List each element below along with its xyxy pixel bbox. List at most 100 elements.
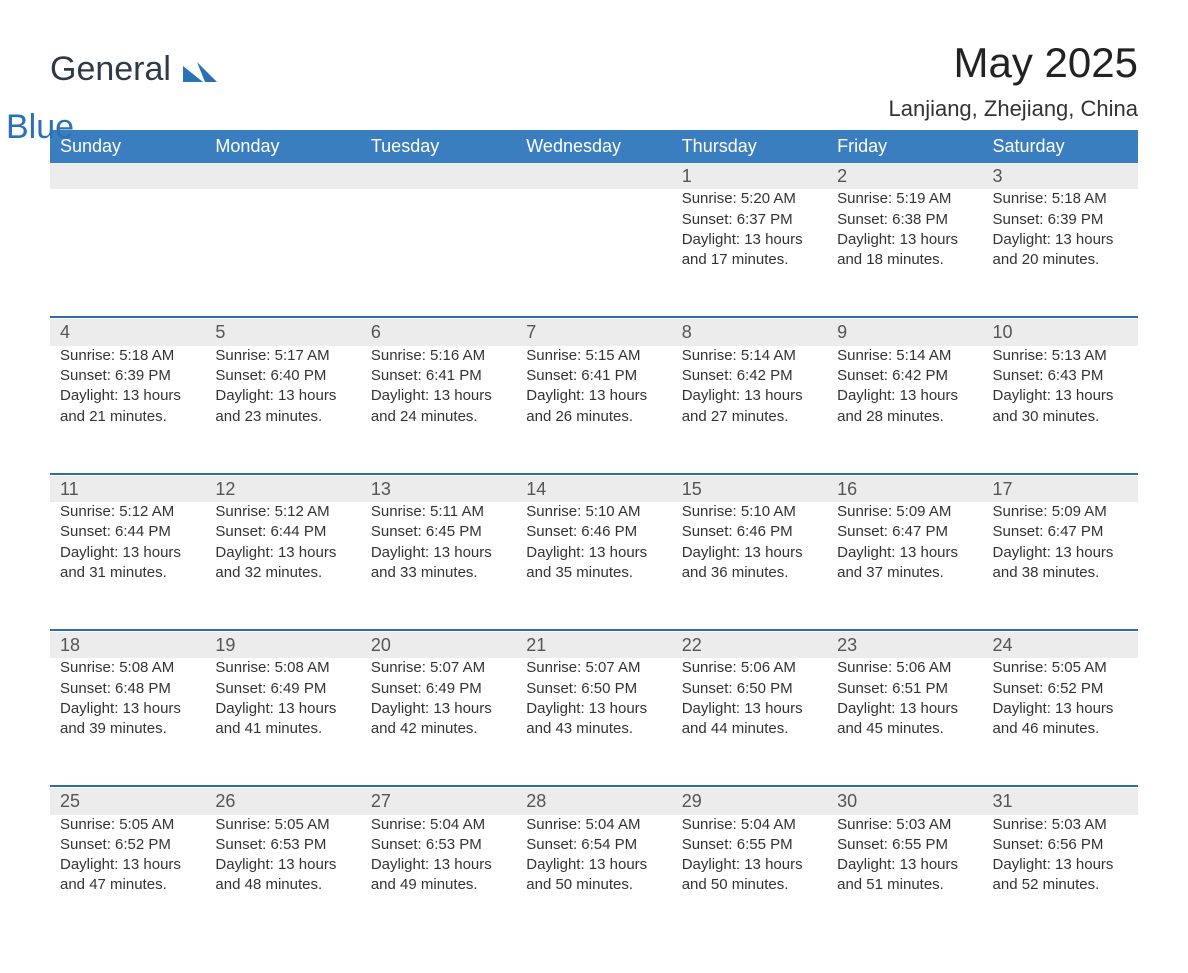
location-label: Lanjiang, Zhejiang, China bbox=[888, 96, 1138, 122]
sunset-line: Sunset: 6:48 PM bbox=[60, 679, 195, 699]
calendar-cell: Sunrise: 5:14 AMSunset: 6:42 PMDaylight:… bbox=[672, 346, 827, 474]
sunset-line: Sunset: 6:55 PM bbox=[837, 835, 972, 855]
page-title: May 2025 bbox=[888, 40, 1138, 86]
daylight-line: Daylight: 13 hours and 51 minutes. bbox=[837, 855, 972, 896]
weekday-header: Saturday bbox=[983, 130, 1138, 163]
daylight-line: Daylight: 13 hours and 31 minutes. bbox=[60, 543, 195, 584]
sunset-line: Sunset: 6:52 PM bbox=[60, 835, 195, 855]
calendar-cell: Sunrise: 5:20 AMSunset: 6:37 PMDaylight:… bbox=[672, 189, 827, 317]
day-number-row: ....123 bbox=[50, 163, 1138, 189]
daylight-line: Daylight: 13 hours and 28 minutes. bbox=[837, 386, 972, 427]
sunset-line: Sunset: 6:39 PM bbox=[60, 366, 195, 386]
daylight-line: Daylight: 13 hours and 36 minutes. bbox=[682, 543, 817, 584]
calendar-table: SundayMondayTuesdayWednesdayThursdayFrid… bbox=[50, 130, 1138, 942]
calendar-cell: Sunrise: 5:17 AMSunset: 6:40 PMDaylight:… bbox=[205, 346, 360, 474]
sunset-line: Sunset: 6:37 PM bbox=[682, 210, 817, 230]
daylight-line: Daylight: 13 hours and 18 minutes. bbox=[837, 230, 972, 271]
day-number-row: 18192021222324 bbox=[50, 632, 1138, 658]
day-number: 16 bbox=[827, 476, 982, 502]
daylight-line: Daylight: 13 hours and 17 minutes. bbox=[682, 230, 817, 271]
sunset-line: Sunset: 6:53 PM bbox=[215, 835, 350, 855]
calendar-cell: Sunrise: 5:16 AMSunset: 6:41 PMDaylight:… bbox=[361, 346, 516, 474]
calendar-cell: Sunrise: 5:04 AMSunset: 6:53 PMDaylight:… bbox=[361, 815, 516, 943]
calendar-cell: Sunrise: 5:04 AMSunset: 6:54 PMDaylight:… bbox=[516, 815, 671, 943]
weekday-header: Thursday bbox=[672, 130, 827, 163]
calendar-cell: Sunrise: 5:05 AMSunset: 6:53 PMDaylight:… bbox=[205, 815, 360, 943]
sunset-line: Sunset: 6:50 PM bbox=[682, 679, 817, 699]
sunrise-line: Sunrise: 5:16 AM bbox=[371, 346, 506, 366]
sunset-line: Sunset: 6:50 PM bbox=[526, 679, 661, 699]
calendar-cell bbox=[50, 189, 205, 317]
sunset-line: Sunset: 6:44 PM bbox=[60, 522, 195, 542]
sunrise-line: Sunrise: 5:17 AM bbox=[215, 346, 350, 366]
day-number: . bbox=[361, 163, 516, 189]
sunset-line: Sunset: 6:47 PM bbox=[993, 522, 1128, 542]
calendar-cell: Sunrise: 5:13 AMSunset: 6:43 PMDaylight:… bbox=[983, 346, 1138, 474]
sunrise-line: Sunrise: 5:04 AM bbox=[682, 815, 817, 835]
sunrise-line: Sunrise: 5:11 AM bbox=[371, 502, 506, 522]
calendar-cell: Sunrise: 5:12 AMSunset: 6:44 PMDaylight:… bbox=[205, 502, 360, 630]
calendar-cell: Sunrise: 5:06 AMSunset: 6:51 PMDaylight:… bbox=[827, 658, 982, 786]
daylight-line: Daylight: 13 hours and 52 minutes. bbox=[993, 855, 1128, 896]
daylight-line: Daylight: 13 hours and 27 minutes. bbox=[682, 386, 817, 427]
sunrise-line: Sunrise: 5:07 AM bbox=[526, 658, 661, 678]
sunrise-line: Sunrise: 5:19 AM bbox=[837, 189, 972, 209]
calendar-cell: Sunrise: 5:18 AMSunset: 6:39 PMDaylight:… bbox=[983, 189, 1138, 317]
sunrise-line: Sunrise: 5:04 AM bbox=[371, 815, 506, 835]
calendar-week-row: Sunrise: 5:18 AMSunset: 6:39 PMDaylight:… bbox=[50, 346, 1138, 474]
sunset-line: Sunset: 6:49 PM bbox=[371, 679, 506, 699]
daylight-line: Daylight: 13 hours and 46 minutes. bbox=[993, 699, 1128, 740]
daylight-line: Daylight: 13 hours and 21 minutes. bbox=[60, 386, 195, 427]
weekday-header: Wednesday bbox=[516, 130, 671, 163]
calendar-cell: Sunrise: 5:09 AMSunset: 6:47 PMDaylight:… bbox=[827, 502, 982, 630]
day-number: 24 bbox=[983, 632, 1138, 658]
day-number: 28 bbox=[516, 788, 671, 814]
title-block: May 2025 Lanjiang, Zhejiang, China bbox=[888, 40, 1138, 122]
logo-text-general: General bbox=[50, 50, 171, 88]
sunset-line: Sunset: 6:49 PM bbox=[215, 679, 350, 699]
day-number: 2 bbox=[827, 163, 982, 189]
sunset-line: Sunset: 6:39 PM bbox=[993, 210, 1128, 230]
sunrise-line: Sunrise: 5:04 AM bbox=[526, 815, 661, 835]
daylight-line: Daylight: 13 hours and 33 minutes. bbox=[371, 543, 506, 584]
calendar-cell: Sunrise: 5:19 AMSunset: 6:38 PMDaylight:… bbox=[827, 189, 982, 317]
day-number: . bbox=[516, 163, 671, 189]
sunrise-line: Sunrise: 5:05 AM bbox=[993, 658, 1128, 678]
daylight-line: Daylight: 13 hours and 50 minutes. bbox=[682, 855, 817, 896]
day-number: 13 bbox=[361, 476, 516, 502]
sunrise-line: Sunrise: 5:12 AM bbox=[60, 502, 195, 522]
sunset-line: Sunset: 6:42 PM bbox=[837, 366, 972, 386]
logo-triangle-icon bbox=[183, 69, 217, 86]
day-number: 4 bbox=[50, 319, 205, 345]
day-number: 17 bbox=[983, 476, 1138, 502]
daylight-line: Daylight: 13 hours and 45 minutes. bbox=[837, 699, 972, 740]
sunrise-line: Sunrise: 5:03 AM bbox=[993, 815, 1128, 835]
day-number: 23 bbox=[827, 632, 982, 658]
sunrise-line: Sunrise: 5:18 AM bbox=[993, 189, 1128, 209]
sunrise-line: Sunrise: 5:12 AM bbox=[215, 502, 350, 522]
day-number: 15 bbox=[672, 476, 827, 502]
calendar-week-row: Sunrise: 5:20 AMSunset: 6:37 PMDaylight:… bbox=[50, 189, 1138, 317]
sunset-line: Sunset: 6:52 PM bbox=[993, 679, 1128, 699]
sunrise-line: Sunrise: 5:10 AM bbox=[682, 502, 817, 522]
sunrise-line: Sunrise: 5:07 AM bbox=[371, 658, 506, 678]
calendar-cell: Sunrise: 5:07 AMSunset: 6:49 PMDaylight:… bbox=[361, 658, 516, 786]
logo: General Blue bbox=[50, 52, 217, 120]
weekday-header: Monday bbox=[205, 130, 360, 163]
sunset-line: Sunset: 6:38 PM bbox=[837, 210, 972, 230]
day-number: 30 bbox=[827, 788, 982, 814]
sunrise-line: Sunrise: 5:20 AM bbox=[682, 189, 817, 209]
sunrise-line: Sunrise: 5:14 AM bbox=[682, 346, 817, 366]
calendar-cell: Sunrise: 5:05 AMSunset: 6:52 PMDaylight:… bbox=[50, 815, 205, 943]
calendar-cell: Sunrise: 5:04 AMSunset: 6:55 PMDaylight:… bbox=[672, 815, 827, 943]
daylight-line: Daylight: 13 hours and 41 minutes. bbox=[215, 699, 350, 740]
day-number: 5 bbox=[205, 319, 360, 345]
sunrise-line: Sunrise: 5:14 AM bbox=[837, 346, 972, 366]
calendar-cell: Sunrise: 5:05 AMSunset: 6:52 PMDaylight:… bbox=[983, 658, 1138, 786]
sunrise-line: Sunrise: 5:06 AM bbox=[682, 658, 817, 678]
daylight-line: Daylight: 13 hours and 35 minutes. bbox=[526, 543, 661, 584]
day-number: 26 bbox=[205, 788, 360, 814]
calendar-cell: Sunrise: 5:03 AMSunset: 6:55 PMDaylight:… bbox=[827, 815, 982, 943]
day-number: 11 bbox=[50, 476, 205, 502]
calendar-week-row: Sunrise: 5:05 AMSunset: 6:52 PMDaylight:… bbox=[50, 815, 1138, 943]
